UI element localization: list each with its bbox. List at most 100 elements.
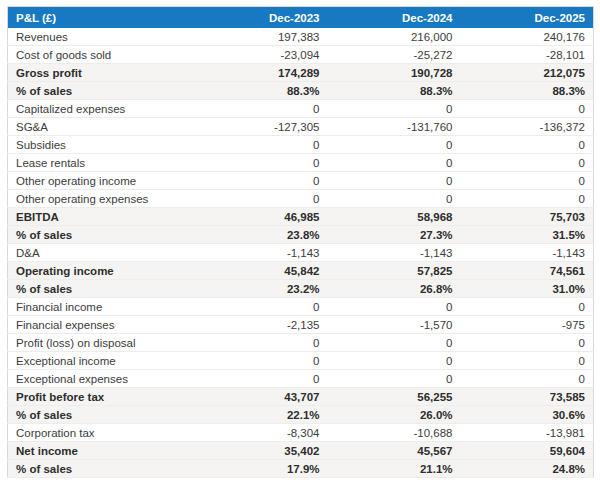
cell-value: -28,101	[461, 46, 594, 64]
row-label: Revenues	[8, 28, 195, 46]
row-label: Other operating expenses	[8, 190, 195, 208]
cell-value: 56,255	[328, 388, 461, 406]
row-label: % of sales	[8, 460, 195, 478]
table-row: % of sales88.3%88.3%88.3%	[8, 82, 594, 100]
cell-value: 0	[195, 334, 328, 352]
row-label: Financial expenses	[8, 316, 195, 334]
row-label: Subsidies	[8, 136, 195, 154]
cell-value: 0	[328, 352, 461, 370]
cell-value: -975	[461, 316, 594, 334]
table-row: Financial expenses-2,135-1,570-975	[8, 316, 594, 334]
row-label: Financial income	[8, 298, 195, 316]
cell-value: 0	[328, 100, 461, 118]
pnl-table-container: P&L (£)Dec-2023Dec-2024Dec-2025 Revenues…	[0, 0, 600, 484]
column-header: Dec-2025	[461, 7, 594, 29]
cell-value: 27.3%	[328, 226, 461, 244]
cell-value: 75,703	[461, 208, 594, 226]
table-row: Revenues197,383216,000240,176	[8, 28, 594, 46]
cell-value: 0	[328, 154, 461, 172]
cell-value: 212,075	[461, 64, 594, 82]
cell-value: 0	[195, 370, 328, 388]
row-label: Cost of goods sold	[8, 46, 195, 64]
cell-value: 0	[328, 190, 461, 208]
cell-value: 0	[328, 334, 461, 352]
table-row: Exceptional income000	[8, 352, 594, 370]
table-row: Profit (loss) on disposal000	[8, 334, 594, 352]
table-header-row: P&L (£)Dec-2023Dec-2024Dec-2025	[8, 7, 594, 29]
row-label: Net income	[8, 442, 195, 460]
row-label: Operating income	[8, 262, 195, 280]
column-header: P&L (£)	[8, 7, 195, 29]
cell-value: -127,305	[195, 118, 328, 136]
cell-value: 0	[195, 190, 328, 208]
cell-value: 88.3%	[328, 82, 461, 100]
cell-value: -131,760	[328, 118, 461, 136]
column-header: Dec-2023	[195, 7, 328, 29]
cell-value: 0	[461, 334, 594, 352]
table-row: % of sales23.8%27.3%31.5%	[8, 226, 594, 244]
row-label: Exceptional income	[8, 352, 195, 370]
cell-value: 190,728	[328, 64, 461, 82]
row-label: SG&A	[8, 118, 195, 136]
table-row: Net income35,40245,56759,604	[8, 442, 594, 460]
cell-value: 31.0%	[461, 280, 594, 298]
cell-value: 23.2%	[195, 280, 328, 298]
row-label: % of sales	[8, 82, 195, 100]
row-label: Profit (loss) on disposal	[8, 334, 195, 352]
cell-value: -1,143	[461, 244, 594, 262]
cell-value: 88.3%	[461, 82, 594, 100]
table-row: % of sales23.2%26.8%31.0%	[8, 280, 594, 298]
table-row: Subsidies000	[8, 136, 594, 154]
table-row: SG&A-127,305-131,760-136,372	[8, 118, 594, 136]
row-label: D&A	[8, 244, 195, 262]
cell-value: -1,143	[195, 244, 328, 262]
cell-value: 45,567	[328, 442, 461, 460]
cell-value: 43,707	[195, 388, 328, 406]
cell-value: 88.3%	[195, 82, 328, 100]
row-label: Gross profit	[8, 64, 195, 82]
table-row: Financial income000	[8, 298, 594, 316]
cell-value: 35,402	[195, 442, 328, 460]
cell-value: 73,585	[461, 388, 594, 406]
cell-value: 216,000	[328, 28, 461, 46]
row-label: Capitalized expenses	[8, 100, 195, 118]
cell-value: 0	[328, 172, 461, 190]
cell-value: -1,570	[328, 316, 461, 334]
row-label: EBITDA	[8, 208, 195, 226]
cell-value: 26.8%	[328, 280, 461, 298]
table-row: Gross profit174,289190,728212,075	[8, 64, 594, 82]
cell-value: 17.9%	[195, 460, 328, 478]
table-row: Cost of goods sold-23,094-25,272-28,101	[8, 46, 594, 64]
cell-value: 0	[195, 136, 328, 154]
table-row: Lease rentals000	[8, 154, 594, 172]
cell-value: 59,604	[461, 442, 594, 460]
cell-value: 0	[461, 190, 594, 208]
cell-value: 0	[195, 352, 328, 370]
cell-value: -1,143	[328, 244, 461, 262]
cell-value: 0	[461, 136, 594, 154]
pnl-table: P&L (£)Dec-2023Dec-2024Dec-2025 Revenues…	[7, 6, 594, 478]
table-row: Profit before tax43,70756,25573,585	[8, 388, 594, 406]
cell-value: 0	[461, 100, 594, 118]
table-row: % of sales17.9%21.1%24.8%	[8, 460, 594, 478]
table-row: Other operating expenses000	[8, 190, 594, 208]
column-header: Dec-2024	[328, 7, 461, 29]
cell-value: 0	[195, 298, 328, 316]
cell-value: -8,304	[195, 424, 328, 442]
pnl-table-body: Revenues197,383216,000240,176Cost of goo…	[8, 28, 594, 478]
cell-value: 26.0%	[328, 406, 461, 424]
cell-value: -13,981	[461, 424, 594, 442]
row-label: Corporation tax	[8, 424, 195, 442]
cell-value: 74,561	[461, 262, 594, 280]
row-label: % of sales	[8, 280, 195, 298]
table-row: Capitalized expenses000	[8, 100, 594, 118]
table-row: EBITDA46,98558,96875,703	[8, 208, 594, 226]
cell-value: 0	[195, 172, 328, 190]
cell-value: 45,842	[195, 262, 328, 280]
table-row: D&A-1,143-1,143-1,143	[8, 244, 594, 262]
cell-value: 0	[328, 370, 461, 388]
cell-value: 57,825	[328, 262, 461, 280]
cell-value: -23,094	[195, 46, 328, 64]
cell-value: 0	[328, 136, 461, 154]
cell-value: 21.1%	[328, 460, 461, 478]
